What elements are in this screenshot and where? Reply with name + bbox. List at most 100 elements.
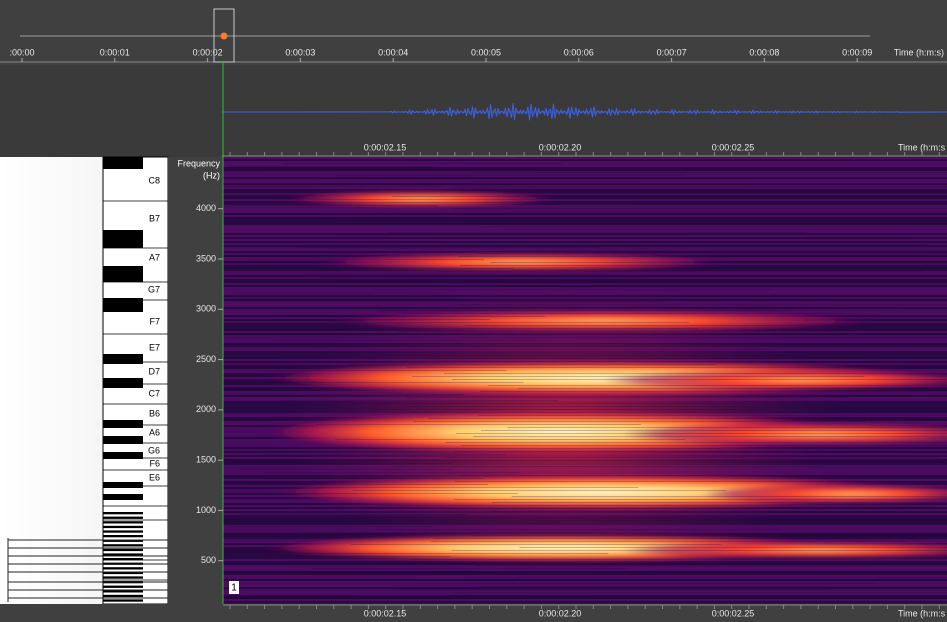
texture-stripe [223, 275, 947, 277]
texture-stripe [235, 469, 452, 470]
texture-stripe [437, 271, 923, 272]
texture-stripe [380, 310, 790, 311]
texture-stripe [392, 466, 818, 467]
black-key [103, 266, 143, 282]
overview-tick-label: 0:00:04 [378, 47, 408, 57]
texture-stripe [492, 502, 947, 503]
texture-stripe [505, 223, 947, 224]
overview-tick-label: 0:00:06 [564, 47, 594, 57]
overview-tick-label: 0:00:02 [193, 47, 223, 57]
overview-tick-label: 0:00:01 [100, 47, 130, 57]
black-key [103, 517, 143, 519]
texture-stripe [411, 412, 861, 413]
texture-stripe [461, 445, 947, 446]
frequency-tick-label: 3500 [196, 253, 216, 263]
texture-stripe [281, 523, 558, 524]
texture-stripe [370, 409, 766, 410]
texture-stripe [507, 214, 947, 215]
texture-stripe [304, 274, 612, 275]
texture-stripe [425, 358, 895, 359]
texture-stripe [479, 415, 947, 416]
texture-stripe [271, 169, 535, 170]
texture-stripe [223, 173, 947, 175]
black-key [103, 590, 143, 592]
black-key [103, 230, 143, 248]
frequency-tick-label: 1500 [196, 455, 216, 465]
texture-stripe [264, 472, 519, 473]
texture-stripe [472, 181, 947, 182]
texture-stripe [348, 364, 715, 365]
texture-stripe [396, 589, 826, 590]
texture-stripe [459, 256, 947, 257]
texture-stripe [404, 160, 845, 161]
black-key [103, 436, 143, 444]
black-key [103, 558, 143, 560]
frequency-unit: (Hz) [203, 170, 220, 180]
texture-stripe [223, 245, 947, 247]
texture-stripe [259, 454, 506, 455]
note-label: E6 [149, 472, 160, 482]
texture-stripe [228, 166, 434, 167]
texture-stripe [244, 595, 472, 596]
texture-stripe [412, 376, 864, 377]
note-label: C7 [148, 388, 160, 398]
texture-stripe [465, 325, 947, 326]
texture-stripe [373, 289, 773, 290]
texture-stripe [479, 586, 947, 587]
texture-stripe [452, 361, 947, 362]
texture-stripe [466, 580, 947, 581]
note-label: A6 [149, 427, 160, 437]
texture-stripe [510, 211, 947, 212]
texture-stripe [223, 593, 947, 595]
texture-stripe [460, 265, 947, 266]
bottom-tick-label: 0:00:02.20 [539, 608, 582, 618]
texture-stripe [272, 199, 537, 200]
texture-stripe [230, 292, 439, 293]
texture-stripe [278, 340, 551, 341]
note-label: B7 [149, 213, 160, 223]
texture-stripe [445, 457, 941, 458]
black-key [103, 567, 143, 569]
black-key [103, 378, 143, 388]
texture-stripe [480, 391, 947, 392]
detail-tick-label: 0:00:02.25 [712, 142, 755, 152]
texture-stripe [451, 187, 947, 188]
texture-stripe [346, 574, 710, 575]
texture-stripe [236, 463, 453, 464]
texture-stripe [488, 385, 947, 386]
texture-stripe [281, 400, 558, 401]
note-label: G6 [148, 445, 160, 455]
black-key [103, 599, 143, 601]
texture-stripe [302, 553, 608, 554]
texture-stripe [378, 355, 785, 356]
texture-stripe [264, 493, 518, 494]
texture-stripe [337, 322, 689, 323]
texture-stripe [444, 373, 939, 374]
texture-stripe [476, 565, 947, 566]
texture-stripe [259, 370, 507, 371]
texture-stripe [407, 367, 852, 368]
texture-stripe [448, 283, 947, 284]
detail-tick-label: 0:00:02.15 [364, 142, 407, 152]
overview-tick-label: 0:00:09 [842, 47, 872, 57]
texture-stripe [235, 556, 451, 557]
texture-stripe [229, 205, 438, 206]
texture-stripe [223, 587, 947, 589]
texture-stripe [416, 583, 874, 584]
texture-stripe [473, 535, 947, 536]
texture-stripe [336, 220, 686, 221]
texture-stripe [359, 598, 740, 599]
note-label: B6 [149, 408, 160, 418]
note-label: A7 [149, 252, 160, 262]
texture-stripe [249, 259, 484, 260]
texture-stripe [314, 346, 635, 347]
texture-stripe [320, 277, 649, 278]
texture-stripe [409, 559, 857, 560]
note-label: G7 [148, 284, 160, 294]
texture-stripe [432, 238, 910, 239]
texture-stripe [237, 298, 455, 299]
texture-stripe [452, 379, 947, 380]
texture-stripe [502, 250, 947, 251]
texture-stripe [454, 451, 947, 452]
texture-stripe [338, 517, 691, 518]
